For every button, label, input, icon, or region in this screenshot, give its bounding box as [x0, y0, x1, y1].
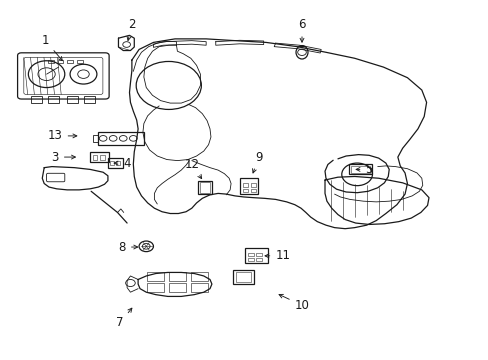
Text: 2: 2 [127, 18, 135, 40]
Text: 1: 1 [42, 34, 62, 61]
Text: 3: 3 [51, 150, 75, 163]
Text: 4: 4 [114, 157, 131, 170]
Text: 7: 7 [116, 308, 132, 329]
Text: 10: 10 [279, 294, 309, 312]
Text: 9: 9 [252, 150, 262, 173]
Text: 11: 11 [264, 249, 290, 262]
Text: 5: 5 [355, 163, 372, 176]
Text: 6: 6 [298, 18, 305, 42]
Text: 8: 8 [119, 240, 138, 253]
Text: 13: 13 [48, 129, 77, 143]
Text: 12: 12 [184, 158, 201, 179]
